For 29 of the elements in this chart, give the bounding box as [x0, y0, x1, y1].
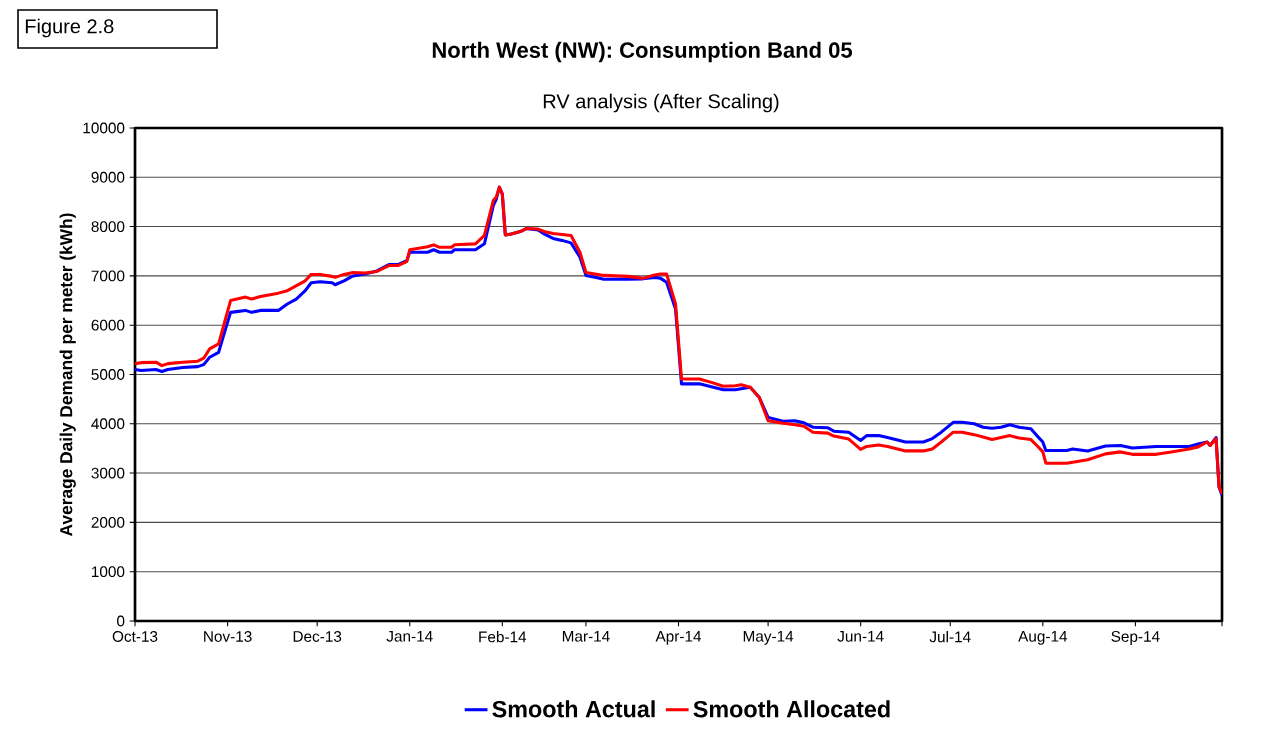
x-tick-label: Mar-14 — [562, 631, 610, 642]
y-tick-label: 6000 — [91, 319, 125, 331]
caption: Figure 2.8 — [25, 18, 114, 38]
y-tick-label: 4000 — [91, 418, 125, 430]
y-tick-label: 9000 — [91, 171, 125, 183]
legend-label: Smooth Allocated — [693, 700, 890, 718]
x-tick-label: Oct-13 — [112, 631, 158, 642]
y-tick-label: 5000 — [91, 369, 125, 380]
y-tick-label: 1000 — [92, 566, 125, 578]
y-tick-label: 7000 — [91, 270, 125, 282]
x-tick-label: Nov-13 — [204, 631, 252, 642]
y-tick-label: 0 — [117, 615, 125, 627]
chart-title: North West (NW): Consumption Band 05 — [432, 41, 853, 63]
x-tick-label: Feb-14 — [479, 631, 527, 643]
y-tick-label: 8000 — [91, 221, 125, 233]
y-tick-label: 10000 — [83, 122, 125, 134]
x-tick-label: May-14 — [743, 631, 794, 645]
x-tick-label: Jun-14 — [837, 631, 884, 642]
x-tick-label: Dec-13 — [293, 631, 342, 642]
y-tick-label: 3000 — [91, 467, 125, 479]
y-axis-title: Average Daily Demand per meter (kWh) — [59, 213, 76, 537]
y-tick-label: 2000 — [91, 516, 125, 528]
x-tick-label: Sep-14 — [1111, 631, 1160, 645]
chart-subtitle: RV analysis (After Scaling) — [543, 93, 779, 113]
x-tick-label: Jul-14 — [929, 631, 971, 643]
x-tick-label: Aug-14 — [1018, 631, 1068, 645]
x-tick-label: Jan-14 — [386, 631, 433, 642]
x-tick-label: Apr-14 — [655, 631, 702, 645]
legend-label: Smooth Actual — [492, 700, 655, 718]
